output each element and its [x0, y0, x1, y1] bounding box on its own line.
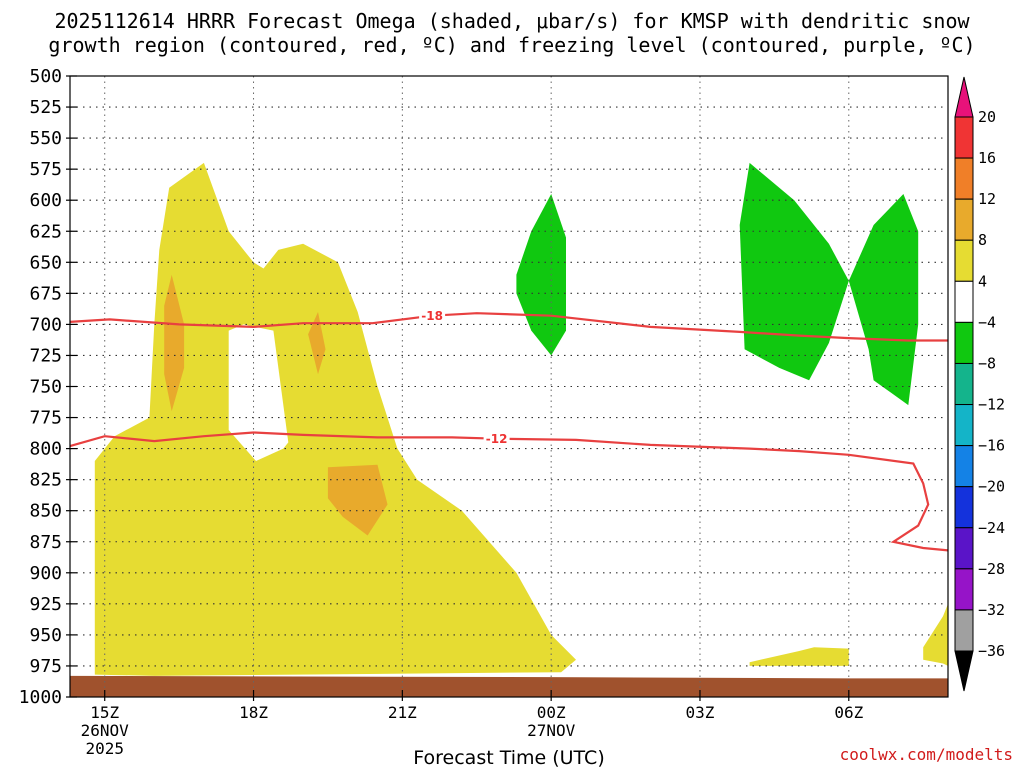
- y-tick-label: 775: [29, 408, 62, 429]
- axis-ticks: 500 525 550 575 600 625 650 675 700 725 750 775 800 8…: [19, 66, 864, 758]
- contours: -18 -12: [69, 308, 949, 552]
- x-tick-label: 15Z: [90, 703, 119, 722]
- isotherm-minus-18: [69, 312, 948, 342]
- colorbar-label: −28: [978, 560, 1005, 578]
- colorbar-top-arrow: [954, 76, 974, 118]
- y-tick-label: 825: [29, 470, 62, 491]
- colorbar-bin: [954, 157, 974, 200]
- chart-title-line2: growth region (contoured, red, ºC) and f…: [48, 33, 975, 57]
- y-tick-label: 750: [29, 377, 62, 398]
- y-tick-label: 875: [29, 532, 62, 553]
- colorbar-label: −36: [978, 642, 1005, 660]
- shaded-regions: [70, 162, 948, 697]
- x-tick-label: 18Z: [239, 703, 268, 722]
- colorbar-bin: [954, 116, 974, 159]
- y-tick-label: 725: [29, 345, 62, 366]
- colorbar-label: −8: [978, 354, 996, 372]
- isotherm-minus-12: [69, 431, 949, 552]
- x-axis-label: Forecast Time (UTC): [413, 747, 604, 768]
- y-tick-label: 800: [29, 439, 62, 460]
- colorbar-bottom-arrow: [954, 650, 974, 692]
- grid: [70, 75, 948, 698]
- omega-8to12-mid: [308, 312, 326, 375]
- y-tick-label: 600: [29, 190, 62, 211]
- colorbar-label: −24: [978, 519, 1005, 537]
- y-tick-label: 525: [29, 97, 62, 118]
- y-tick-label: 700: [29, 314, 62, 335]
- isotherm-minus-12-label-bg: [483, 431, 510, 446]
- isotherm-minus-18-label: -18: [421, 309, 443, 323]
- colorbar-bin: [954, 609, 974, 652]
- colorbar-bin: [954, 239, 974, 282]
- x-tick-label: 03Z: [686, 703, 715, 722]
- omega-m4to-m8-c: [848, 194, 919, 406]
- y-tick-label: 900: [29, 563, 62, 584]
- colorbar-bin: [954, 198, 974, 241]
- x-tick-year: 2025: [85, 739, 124, 758]
- colorbar-label: 4: [978, 272, 987, 290]
- y-tick-label: 675: [29, 283, 62, 304]
- ground-surface: [70, 675, 948, 697]
- isotherm-minus-12-label: -12: [486, 432, 508, 446]
- colorbar-bin: [954, 321, 974, 364]
- x-tick-label: 21Z: [388, 703, 417, 722]
- colorbar: 20 16 12 8 4 −4 −8 −12 −16 −20 −24 −28 −32 −36: [954, 76, 1005, 692]
- colorbar-bin: [954, 486, 974, 529]
- x-tick-label: 06Z: [834, 703, 863, 722]
- y-tick-label: 550: [29, 128, 62, 149]
- isotherm-minus-18-label-bg: [419, 308, 446, 323]
- y-tick-label: 1000: [19, 687, 62, 708]
- colorbar-bin: [954, 527, 974, 570]
- colorbar-label: 12: [978, 190, 996, 208]
- colorbar-bin: [954, 280, 974, 323]
- colorbar-label: 8: [978, 231, 987, 249]
- y-tick-label: 950: [29, 625, 62, 646]
- y-tick-label: 575: [29, 159, 62, 180]
- y-tick-label: 925: [29, 594, 62, 615]
- omega-0to4-gap: [228, 324, 289, 461]
- colorbar-bin: [954, 445, 974, 488]
- credit-text: coolwx.com/modelts: [840, 745, 1013, 764]
- omega-4to8-main: [94, 162, 577, 676]
- y-tick-label: 975: [29, 656, 62, 677]
- x-tick-label: 00Z: [537, 703, 566, 722]
- y-tick-label: 625: [29, 221, 62, 242]
- y-tick-label: 500: [29, 66, 62, 87]
- omega-m4to-m8-b: [739, 162, 849, 381]
- colorbar-label: 16: [978, 149, 996, 167]
- y-tick-label: 650: [29, 252, 62, 273]
- omega-8to12-lower: [327, 464, 388, 536]
- x-tick-date: 26NOV: [81, 721, 130, 740]
- colorbar-label: 20: [978, 108, 996, 126]
- chart-title-line1: 2025112614 HRRR Forecast Omega (shaded, …: [54, 9, 970, 33]
- omega-m4to-m8-a: [516, 194, 566, 356]
- colorbar-bin: [954, 362, 974, 406]
- x-tick-date: 27NOV: [527, 721, 576, 740]
- colorbar-label: −16: [978, 437, 1005, 455]
- omega-4to8-lower-right: [749, 647, 849, 666]
- y-tick-label: 850: [29, 501, 62, 522]
- colorbar-label: −12: [978, 396, 1005, 414]
- omega-8to12-upper: [164, 274, 185, 412]
- colorbar-label: −4: [978, 313, 996, 331]
- colorbar-bin: [954, 568, 974, 611]
- colorbar-bin: [954, 404, 974, 447]
- colorbar-label: −20: [978, 478, 1005, 496]
- colorbar-label: −32: [978, 601, 1005, 619]
